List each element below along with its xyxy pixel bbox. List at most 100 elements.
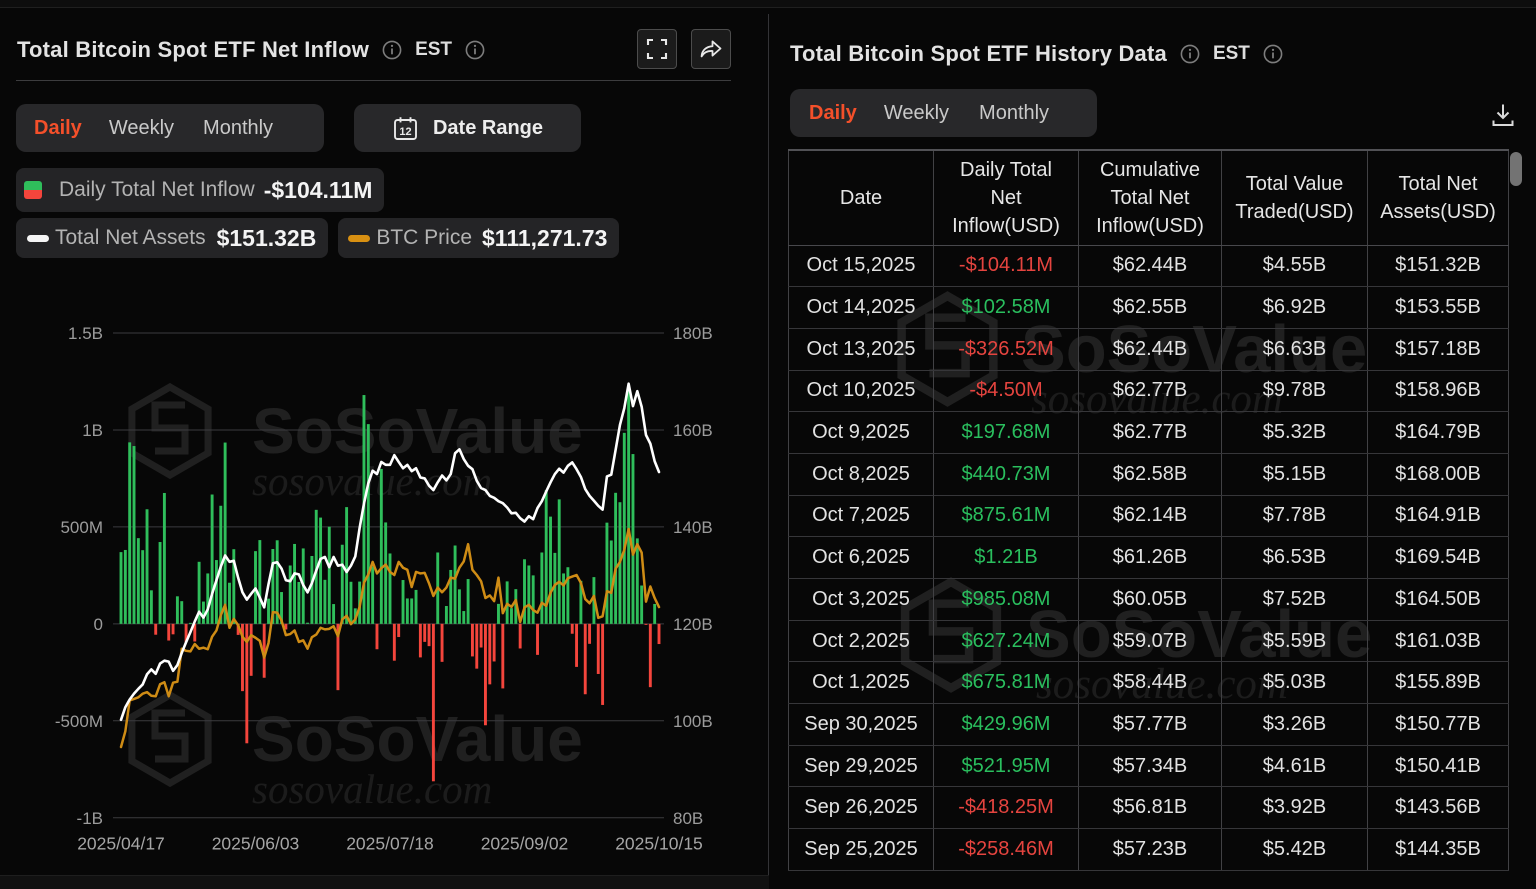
table-cell: $157.18B bbox=[1367, 328, 1509, 371]
date-range-button[interactable]: 12 Date Range bbox=[354, 104, 581, 152]
calendar-icon: 12 bbox=[394, 116, 417, 140]
table-cell: $150.41B bbox=[1367, 745, 1509, 788]
table-cell: $5.03B bbox=[1221, 661, 1368, 705]
table-header: Date Daily Total Net Inflow(USD) Cumulativ… bbox=[788, 149, 1509, 246]
table-cell: $57.77B bbox=[1078, 703, 1222, 746]
legend-daily-net-inflow[interactable]: Daily Total Net Inflow -$104.11M bbox=[16, 168, 385, 212]
column-header: Date bbox=[788, 149, 934, 246]
y-axis-label: 0 bbox=[94, 615, 103, 634]
table-period-tabs: Daily Weekly Monthly bbox=[790, 89, 1097, 137]
table-cell: $56.81B bbox=[1078, 786, 1222, 830]
tab-weekly[interactable]: Weekly bbox=[108, 116, 175, 139]
table-row: Sep 29,2025 $521.95M $57.34B $4.61B $150.41B bbox=[788, 745, 1509, 788]
info-icon[interactable] bbox=[1263, 44, 1283, 64]
table-cell: $197.68M bbox=[933, 411, 1079, 454]
timezone-label: EST bbox=[415, 39, 453, 60]
panel-divider bbox=[768, 14, 769, 875]
info-icon[interactable] bbox=[382, 40, 402, 60]
green-red-bar-marker-icon bbox=[24, 181, 42, 199]
table-cell: Oct 7,2025 bbox=[788, 495, 934, 538]
table-scrollbar-thumb[interactable] bbox=[1510, 152, 1522, 186]
net-assets-line bbox=[119, 382, 661, 722]
table-row: Oct 2,2025 $627.24M $59.07B $5.59B $161.03B bbox=[788, 620, 1509, 663]
legend-btc-price[interactable]: BTC Price $111,271.73 bbox=[338, 218, 620, 258]
y-axis-label: 180B bbox=[673, 324, 713, 343]
table-cell: $6.63B bbox=[1221, 328, 1368, 371]
y-axis-label: 160B bbox=[673, 421, 713, 440]
svg-text:SoSoValue: SoSoValue bbox=[252, 395, 583, 467]
table-cell: Oct 13,2025 bbox=[788, 328, 934, 371]
table-cell: $62.44B bbox=[1078, 245, 1222, 288]
top-strip bbox=[0, 0, 1536, 8]
tab-daily[interactable]: Daily bbox=[34, 116, 82, 139]
svg-text:sosovalue.com: sosovalue.com bbox=[252, 766, 492, 812]
table-cell: $58.44B bbox=[1078, 661, 1222, 705]
table-cell: $168.00B bbox=[1367, 453, 1509, 496]
table-cell: $7.52B bbox=[1221, 578, 1368, 621]
table-cell: $9.78B bbox=[1221, 370, 1368, 413]
table-row: Oct 7,2025 $875.61M $62.14B $7.78B $164.91B bbox=[788, 495, 1509, 538]
svg-text:12: 12 bbox=[399, 126, 411, 138]
table-row: Sep 26,2025 -$418.25M $56.81B $3.92B $143.56… bbox=[788, 786, 1509, 830]
table-cell: Oct 6,2025 bbox=[788, 536, 934, 579]
legend-label: BTC Price bbox=[376, 226, 473, 249]
info-icon[interactable] bbox=[1180, 44, 1200, 64]
table-cell: Oct 15,2025 bbox=[788, 245, 934, 288]
y-axis-label: 140B bbox=[673, 518, 713, 537]
table-cell: $1.21B bbox=[933, 536, 1079, 579]
x-axis-label: 2025/09/02 bbox=[481, 833, 569, 853]
grid: 1.5B 180B 1B 160B 500M 140B 0 120B -500M 100B -1B 8… bbox=[55, 324, 713, 828]
svg-text:sosovalue.com: sosovalue.com bbox=[252, 458, 492, 504]
table-cell: Oct 10,2025 bbox=[788, 370, 934, 413]
table-cell: $150.77B bbox=[1367, 703, 1509, 746]
table-cell: -$418.25M bbox=[933, 786, 1079, 830]
table-cell: $4.55B bbox=[1221, 245, 1368, 288]
table-cell: $59.07B bbox=[1078, 620, 1222, 663]
tab-weekly[interactable]: Weekly bbox=[883, 101, 950, 124]
info-icon[interactable] bbox=[465, 40, 485, 60]
y-axis-label: 120B bbox=[673, 615, 713, 634]
table-cell: -$104.11M bbox=[933, 245, 1079, 288]
table-cell: Oct 3,2025 bbox=[788, 578, 934, 621]
table-row: Oct 9,2025 $197.68M $62.77B $5.32B $164.79B bbox=[788, 411, 1509, 454]
fullscreen-button[interactable] bbox=[637, 29, 677, 69]
table-cell: $5.42B bbox=[1221, 828, 1368, 871]
download-button[interactable] bbox=[1485, 97, 1521, 133]
etf-flow-chart[interactable]: SoSoValuesosovalue.comSoSoValuesosovalue… bbox=[0, 9, 768, 889]
table-row: Oct 6,2025 $1.21B $61.26B $6.53B $169.54B bbox=[788, 536, 1509, 579]
table-cell: Oct 2,2025 bbox=[788, 620, 934, 663]
column-header: Daily Total Net Inflow(USD) bbox=[933, 149, 1079, 246]
table-cell: Oct 14,2025 bbox=[788, 286, 934, 329]
table-cell: $7.78B bbox=[1221, 495, 1368, 538]
table-row: Sep 30,2025 $429.96M $57.77B $3.26B $150.77B bbox=[788, 703, 1509, 746]
table-cell: $5.15B bbox=[1221, 453, 1368, 496]
table-cell: $62.58B bbox=[1078, 453, 1222, 496]
btc-price-line bbox=[119, 527, 661, 749]
chart-period-tabs: Daily Weekly Monthly bbox=[16, 104, 324, 152]
x-axis-label: 2025/06/03 bbox=[212, 833, 300, 853]
table-cell: $102.58M bbox=[933, 286, 1079, 329]
y-axis-label: 100B bbox=[673, 712, 713, 731]
share-button[interactable] bbox=[691, 29, 731, 69]
page-title: Total Bitcoin Spot ETF Net Inflow bbox=[17, 37, 370, 62]
table-cell: $875.61M bbox=[933, 495, 1079, 538]
table-cell: $627.24M bbox=[933, 620, 1079, 663]
legend-total-net-assets[interactable]: Total Net Assets $151.32B bbox=[16, 218, 329, 258]
table-cell: $164.50B bbox=[1367, 578, 1509, 621]
fullscreen-icon bbox=[646, 38, 668, 60]
y-axis-label: 1B bbox=[82, 421, 103, 440]
table-cell: $62.77B bbox=[1078, 411, 1222, 454]
timezone-label: EST bbox=[1212, 43, 1250, 64]
x-axis-label: 2025/07/18 bbox=[346, 833, 434, 853]
legend-value: -$104.11M bbox=[263, 176, 373, 203]
x-axis-label: 2025/04/17 bbox=[77, 833, 165, 853]
tab-monthly[interactable]: Monthly bbox=[203, 116, 274, 139]
left-title-row: Total Bitcoin Spot ETF Net Inflow EST bbox=[17, 29, 485, 71]
tab-daily[interactable]: Daily bbox=[809, 101, 857, 124]
table-cell: -$4.50M bbox=[933, 370, 1079, 413]
table-cell: Sep 30,2025 bbox=[788, 703, 934, 746]
table-cell: $521.95M bbox=[933, 745, 1079, 788]
table-cell: $429.96M bbox=[933, 703, 1079, 746]
tab-monthly[interactable]: Monthly bbox=[979, 101, 1050, 124]
